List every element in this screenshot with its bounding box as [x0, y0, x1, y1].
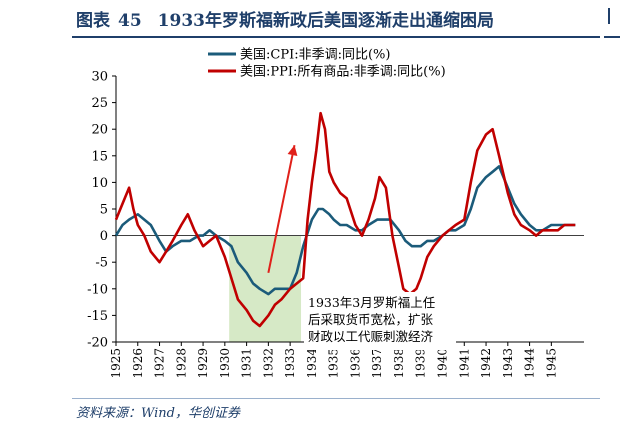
x-tick-label: 1945	[544, 348, 558, 379]
title-text: 1933年罗斯福新政后美国逐渐走出通缩困局	[157, 11, 494, 31]
ppi-series-line	[114, 111, 576, 328]
y-tick-label: 20	[91, 123, 108, 138]
y-tick-label: 5	[100, 203, 108, 218]
x-tick-label: 1935	[327, 348, 341, 379]
title-bar: 图表 45 1933年罗斯福新政后美国逐渐走出通缩困局	[0, 0, 620, 40]
x-tick-label: 1933	[283, 348, 297, 379]
y-tick-label: 0	[100, 229, 108, 244]
legend-label: 美国:PPI:所有商品:非季调:同比(%)	[240, 65, 446, 80]
x-tick-label: 1925	[109, 348, 123, 379]
y-tick-label: -20	[87, 336, 108, 351]
y-tick-label: -5	[95, 256, 108, 271]
x-tick-label: 1943	[501, 348, 515, 379]
x-tick-label: 1942	[479, 348, 493, 379]
annotation-box	[304, 292, 456, 350]
title-number: 45	[118, 11, 142, 31]
x-tick-label: 1934	[305, 348, 319, 379]
x-tick-label: 1929	[196, 348, 210, 379]
x-tick-label: 1932	[261, 348, 275, 379]
source-note: 资料来源：Wind，华创证券	[76, 406, 240, 421]
y-tick-label: 15	[91, 149, 108, 164]
next-figure-rule	[604, 36, 620, 38]
x-tick-label: 1928	[174, 348, 188, 379]
cpi-series-line	[114, 165, 576, 296]
x-tick-label: 1938	[392, 348, 406, 379]
x-tick-label: 1944	[523, 348, 537, 379]
legend-label: 美国:CPI:非季调:同比(%)	[240, 48, 390, 63]
x-tick-label: 1931	[240, 348, 254, 379]
y-tick-label: 25	[91, 96, 108, 111]
title-rule	[72, 36, 600, 38]
annotation-arrow	[267, 144, 296, 274]
next-figure-edge	[604, 0, 620, 430]
x-tick-label: 1927	[153, 348, 167, 379]
title-prefix: 图表	[76, 11, 110, 31]
x-tick-label: 1936	[348, 348, 362, 379]
annotation-text-line: 财政以工代赈刺激经济	[308, 329, 434, 344]
x-tick-label: 1940	[436, 348, 450, 379]
x-tick-label: 1926	[131, 348, 145, 379]
x-tick-label: 1930	[218, 348, 232, 379]
y-tick-label: -10	[87, 282, 108, 297]
chart-title: 图表 45 1933年罗斯福新政后美国逐渐走出通缩困局	[76, 6, 494, 31]
next-figure-title-fragment	[608, 8, 620, 24]
x-tick-label: 1939	[414, 348, 428, 379]
annotation-text-line: 1933年3月罗斯福上任	[308, 295, 435, 310]
x-tick-label: 1941	[457, 348, 471, 379]
y-tick-label: 30	[91, 70, 108, 85]
annotation-text-line: 后采取货币宽松，扩张	[308, 312, 434, 327]
x-tick-label: 1937	[370, 348, 384, 379]
y-tick-label: -15	[87, 309, 108, 324]
y-tick-label: 10	[91, 176, 108, 191]
annotation-arrowhead	[287, 145, 298, 156]
bottom-rule	[72, 398, 600, 399]
